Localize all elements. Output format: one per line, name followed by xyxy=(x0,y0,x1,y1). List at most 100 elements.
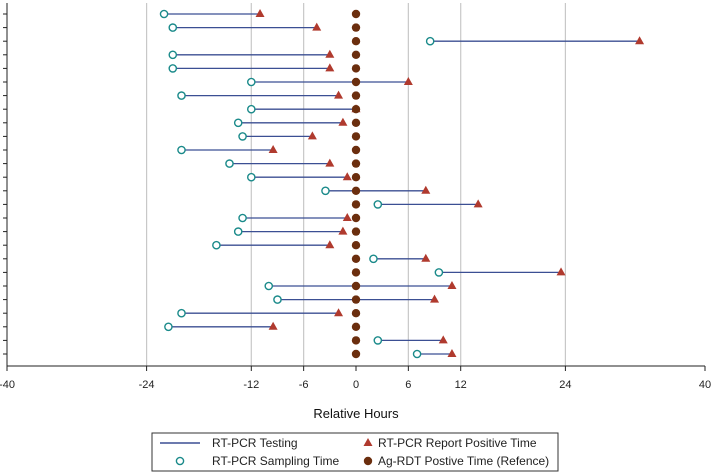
x-axis-title: Relative Hours xyxy=(313,406,399,421)
legend-box xyxy=(151,432,559,472)
report-point xyxy=(342,172,352,181)
sampling-point xyxy=(425,36,435,46)
report-point xyxy=(473,199,483,208)
report-point xyxy=(325,158,335,167)
sampling-point xyxy=(164,322,173,332)
report-point xyxy=(438,335,448,344)
reference-point xyxy=(351,309,361,318)
data-row xyxy=(177,145,278,155)
data-row xyxy=(238,213,352,223)
x-tick-label: 40 xyxy=(699,379,711,391)
sampling-point xyxy=(434,268,444,277)
report-point xyxy=(268,321,278,330)
data-row xyxy=(246,104,361,114)
x-tick-label: -6 xyxy=(299,379,309,391)
sampling-point xyxy=(225,159,234,168)
reference-point xyxy=(351,322,361,331)
sampling-point xyxy=(212,240,221,250)
reference-point xyxy=(351,132,361,141)
report-point xyxy=(325,63,335,72)
reference-point xyxy=(351,295,361,304)
report-point xyxy=(255,9,265,17)
report-point xyxy=(334,90,344,99)
reference-point xyxy=(351,349,361,359)
legend-circle-symbol xyxy=(175,456,185,466)
data-row xyxy=(177,308,344,318)
reference-point xyxy=(351,213,361,223)
reference-point xyxy=(351,91,361,100)
sampling-point xyxy=(369,254,378,264)
legend-label: RT-PCR Sampling Time xyxy=(212,454,339,468)
reference-point xyxy=(351,50,361,59)
sampling-point xyxy=(233,118,243,128)
sampling-point xyxy=(177,145,186,155)
report-point xyxy=(447,281,457,289)
sampling-point xyxy=(246,77,256,87)
reference-point xyxy=(351,281,361,291)
reference-point xyxy=(351,268,361,277)
reference-point xyxy=(351,145,361,155)
reference-point xyxy=(351,254,361,263)
grid-lines xyxy=(146,3,567,366)
x-tick-label: -12 xyxy=(243,379,259,391)
legend-entry: Ag-RDT Postive Time (Refence) xyxy=(363,454,549,468)
data-row xyxy=(412,349,457,359)
data-row xyxy=(233,117,348,128)
report-point xyxy=(447,349,457,357)
sampling-point xyxy=(168,23,178,32)
legend-triangle-symbol xyxy=(363,438,373,446)
data-row xyxy=(264,281,457,291)
report-point xyxy=(325,240,335,249)
x-tick-label: -24 xyxy=(139,379,155,391)
sampling-point xyxy=(412,349,422,359)
sampling-point xyxy=(321,186,330,196)
sampling-point xyxy=(246,104,256,114)
reference-point xyxy=(351,64,361,73)
legend-dot-symbol xyxy=(363,456,373,466)
data-row xyxy=(373,335,448,345)
report-point xyxy=(338,117,348,126)
legend-entry: RT-PCR Sampling Time xyxy=(175,454,339,468)
reference-point xyxy=(351,186,361,195)
data-row xyxy=(238,131,317,141)
reference-point xyxy=(351,159,361,168)
report-point xyxy=(421,253,431,262)
reference-points xyxy=(351,9,361,359)
data-row xyxy=(373,199,483,209)
report-point xyxy=(338,226,348,235)
x-tick-label: 24 xyxy=(559,379,571,391)
data-row xyxy=(168,22,322,32)
data-row xyxy=(233,226,348,236)
reference-point xyxy=(351,105,361,114)
reference-point xyxy=(351,241,361,250)
sampling-point xyxy=(373,200,383,209)
reference-point xyxy=(351,9,361,19)
data-row xyxy=(425,36,645,46)
report-point xyxy=(307,131,317,140)
data-row xyxy=(246,77,413,87)
data-row xyxy=(246,172,352,182)
reference-point xyxy=(351,37,361,46)
reference-point xyxy=(351,77,361,87)
data-row xyxy=(212,240,335,250)
report-point xyxy=(342,213,352,221)
report-point xyxy=(430,294,440,303)
data-row xyxy=(168,63,335,73)
sampling-point xyxy=(264,281,274,291)
reference-point xyxy=(351,23,361,32)
legend-entry: RT-PCR Report Positive Time xyxy=(363,436,537,450)
report-point xyxy=(334,308,344,317)
sampling-point xyxy=(177,91,186,100)
legend-label: RT-PCR Testing xyxy=(212,436,298,450)
reference-point xyxy=(351,336,361,345)
sampling-point xyxy=(233,227,243,236)
legend-entry: RT-PCR Testing xyxy=(160,436,298,450)
x-tick-label: 6 xyxy=(405,379,411,391)
x-tick-label: 12 xyxy=(455,379,467,391)
report-point xyxy=(268,145,278,153)
legend-label: RT-PCR Report Positive Time xyxy=(378,436,537,450)
report-point xyxy=(421,185,431,194)
reference-point xyxy=(351,227,361,236)
sampling-point xyxy=(159,9,169,19)
